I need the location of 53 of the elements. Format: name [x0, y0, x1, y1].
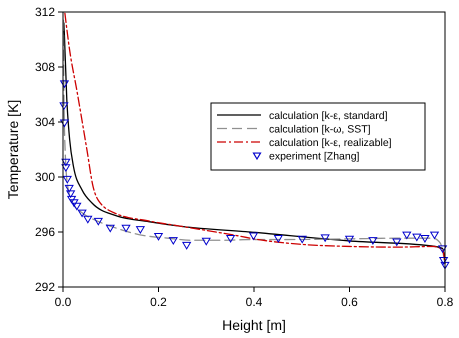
point — [169, 237, 178, 245]
point — [60, 120, 69, 127]
point — [182, 242, 191, 250]
point — [298, 236, 307, 244]
y-tick-label: 300 — [34, 170, 56, 184]
point — [94, 218, 103, 226]
x-tick-label: 0.0 — [54, 295, 72, 309]
y-tick-label: 292 — [34, 280, 56, 294]
point — [62, 158, 70, 166]
point — [274, 235, 283, 242]
point — [202, 238, 211, 246]
x-tick-label: 0.8 — [436, 295, 454, 309]
legend-label: calculation [k-ε, standard] — [269, 110, 388, 122]
y-tick-label: 312 — [34, 5, 56, 19]
x-tick-label: 0.6 — [341, 295, 358, 309]
point — [72, 202, 82, 210]
y-axis-title: Temperature [K] — [5, 100, 21, 200]
point — [392, 238, 402, 246]
point — [106, 224, 115, 232]
x-axis-title: Height [m] — [222, 317, 286, 333]
point — [66, 190, 75, 198]
point — [62, 164, 70, 172]
point — [439, 257, 448, 264]
legend-label: experiment [Zhang] — [269, 150, 360, 162]
point — [122, 224, 130, 232]
y-tick-label: 304 — [34, 115, 56, 129]
legend-label: calculation [k-ω, SST] — [269, 124, 371, 136]
point — [438, 245, 447, 253]
point — [345, 236, 354, 244]
point — [60, 102, 68, 110]
point — [249, 232, 258, 240]
y-tick-label: 308 — [34, 60, 56, 74]
point — [440, 262, 450, 270]
point — [64, 184, 74, 192]
point — [136, 226, 145, 234]
point — [78, 210, 86, 218]
point — [67, 196, 76, 204]
point — [368, 237, 378, 245]
point — [430, 232, 439, 240]
point — [154, 232, 163, 240]
point — [84, 216, 92, 224]
point — [320, 234, 330, 242]
legend-label: calculation [k-ε, realizable] — [269, 137, 392, 149]
point — [70, 199, 78, 207]
point — [60, 80, 69, 88]
point — [420, 235, 430, 242]
point — [402, 232, 412, 240]
point — [412, 234, 422, 242]
x-tick-label: 0.4 — [246, 295, 263, 309]
point — [226, 235, 235, 242]
point — [63, 176, 72, 184]
y-tick-label: 296 — [34, 225, 56, 239]
x-tick-label: 0.2 — [150, 295, 168, 309]
